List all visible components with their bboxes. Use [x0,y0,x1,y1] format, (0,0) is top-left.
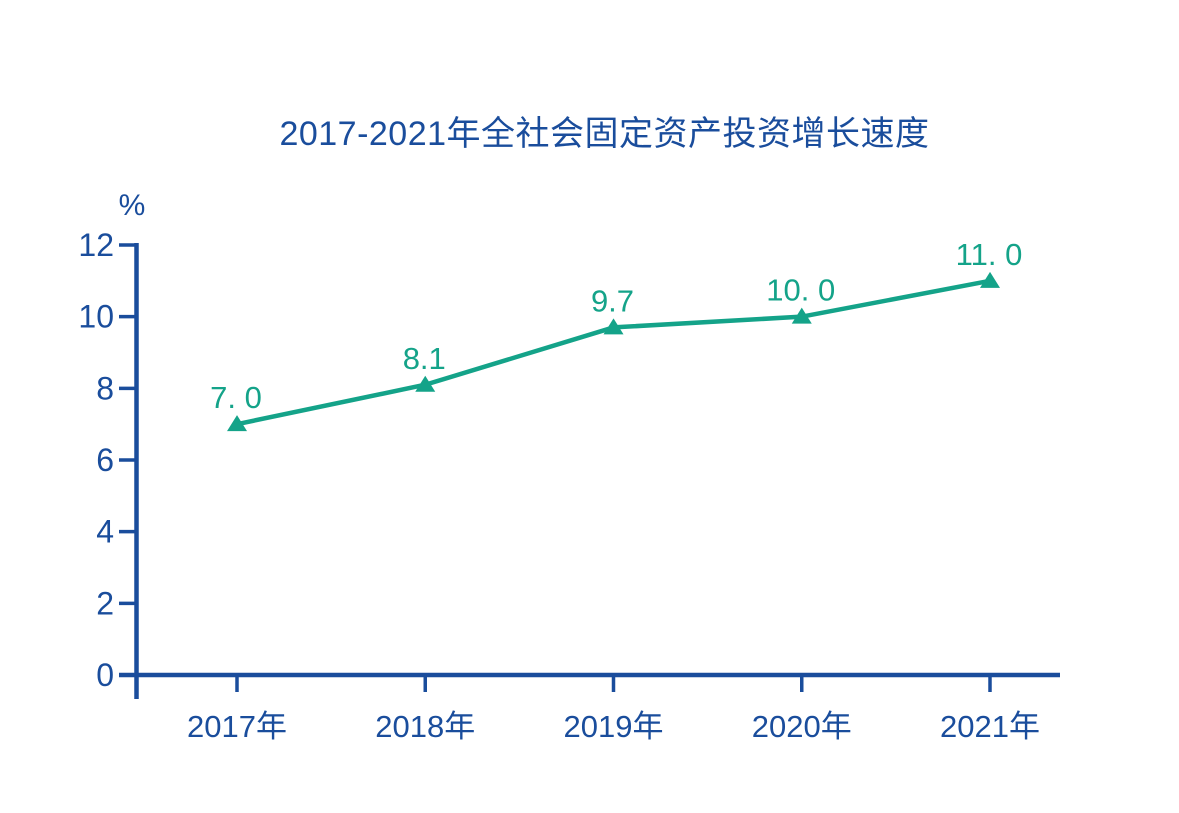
data-point-marker [603,318,624,335]
y-tick-label: 0 [96,657,114,693]
data-point-marker [415,375,436,392]
x-tick-label: 2018年 [375,709,475,744]
y-tick-label: 8 [96,370,114,406]
y-tick-label: 12 [78,227,114,263]
data-point-marker [227,415,247,432]
data-point-marker [980,271,1000,288]
series [227,271,1000,432]
y-tick-label: 4 [96,514,114,550]
data-point-label: 11. 0 [956,237,1023,272]
axes: 0 2 4 6 8 10 12 2017年 2018年 2019年 2020年 2021年 [78,227,1060,744]
x-tick-label: 2021年 [940,709,1040,744]
data-point-marker [791,307,812,324]
x-tick-label: 2020年 [752,709,852,744]
data-point-label: 10. 0 [766,273,835,308]
data-point-label: 7. 0 [210,380,262,415]
y-tick-label: 6 [96,442,114,478]
x-tick-label: 2019年 [564,709,664,744]
y-axis-unit-label: % [118,189,146,222]
data-labels: 7. 0 8.1 9.7 10. 0 11. 0 [210,237,1022,415]
chart-title: 2017-2021年全社会固定资产投资增长速度 [279,115,930,153]
data-point-label: 9.7 [591,283,634,318]
y-tick-label: 2 [96,585,114,621]
y-tick-label: 10 [78,299,114,335]
data-point-label: 8.1 [403,341,446,376]
x-tick-label: 2017年 [187,709,287,744]
